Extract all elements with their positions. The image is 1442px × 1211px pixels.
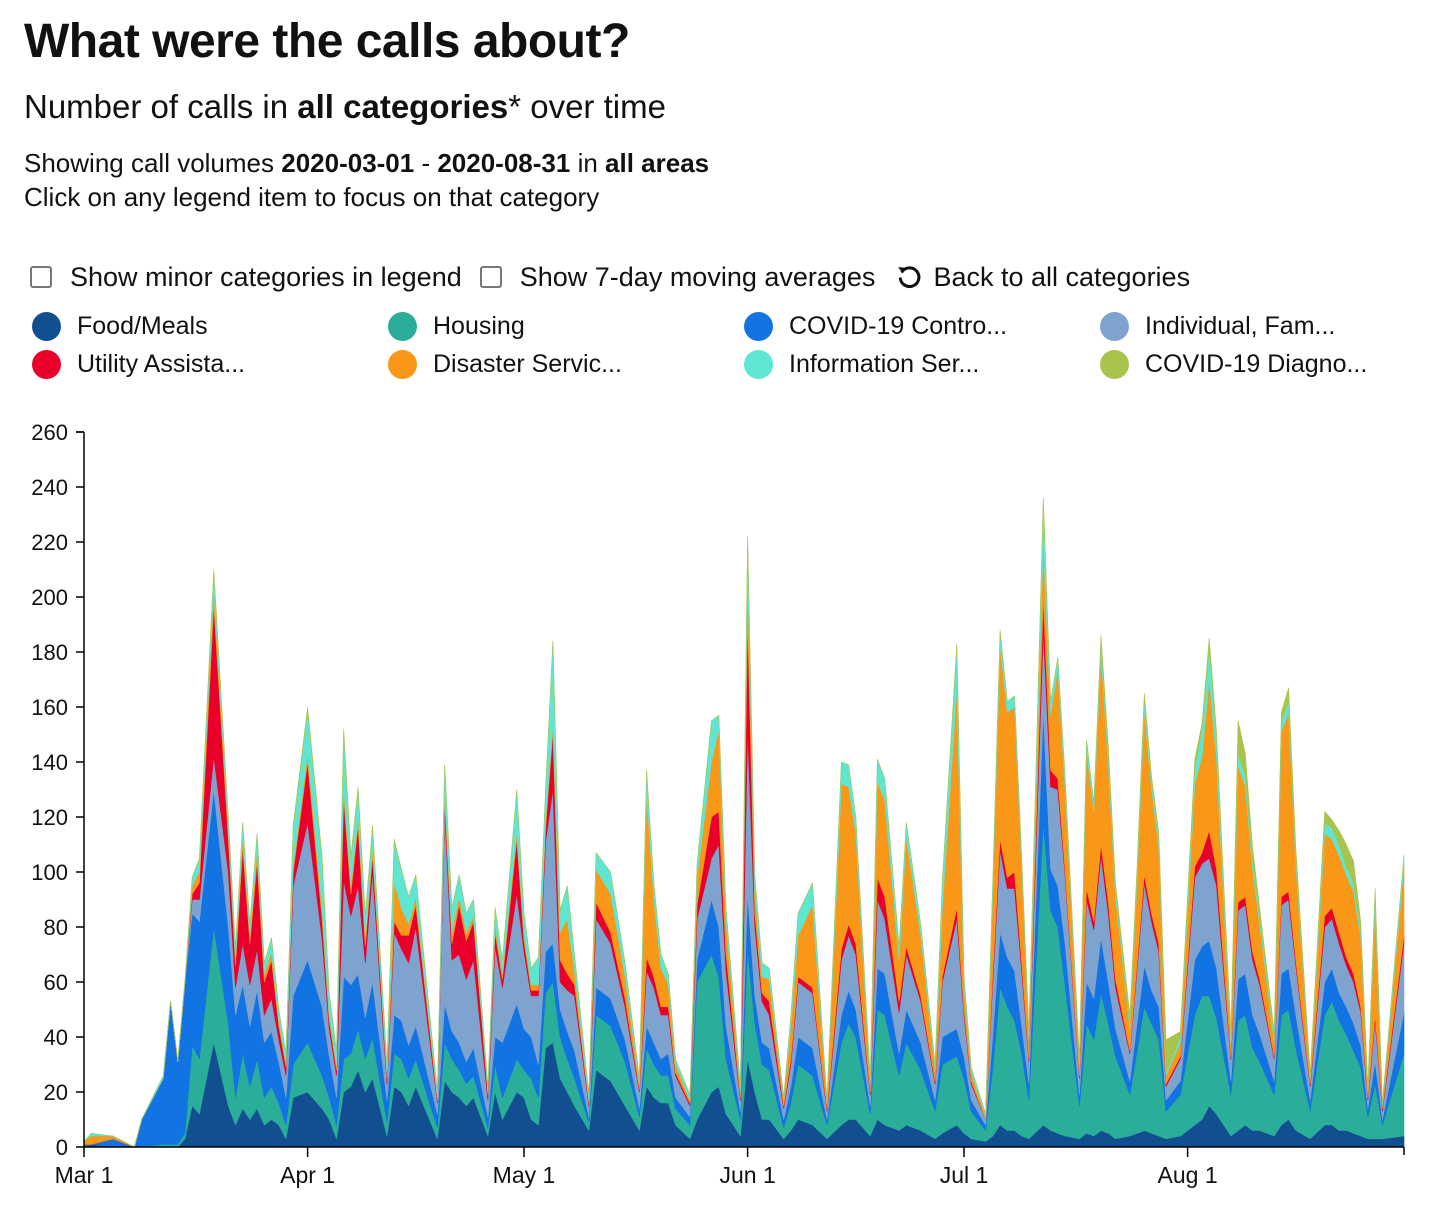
y-tick-label: 80 [44, 915, 68, 940]
minor-categories-toggle[interactable]: Show minor categories in legend [30, 262, 462, 293]
chart-title: What were the calls about? [24, 15, 630, 68]
legend-item[interactable]: COVID-19 Diagno... [1100, 350, 1367, 379]
legend-item[interactable]: Individual, Fam... [1100, 312, 1335, 341]
x-tick-label: Aug 1 [1158, 1162, 1218, 1188]
legend-label: COVID-19 Diagno... [1145, 350, 1368, 378]
range-area: all areas [605, 148, 710, 178]
range-start: 2020-03-01 [281, 148, 415, 178]
legend-label: Food/Meals [77, 312, 208, 340]
legend-item[interactable]: Information Ser... [744, 350, 979, 379]
legend-swatch [744, 312, 773, 341]
moving-average-toggle[interactable]: Show 7-day moving averages [479, 261, 876, 293]
x-tick-label: Apr 1 [280, 1162, 335, 1188]
legend-item[interactable]: COVID-19 Contro... [744, 312, 1007, 341]
x-tick-label: Mar 1 [55, 1162, 114, 1188]
y-tick-label: 260 [31, 420, 68, 445]
y-tick-label: 0 [56, 1135, 68, 1160]
legend-swatch [388, 312, 417, 341]
y-tick-label: 100 [31, 860, 68, 885]
chart-subtitle: Number of calls in all categories* over … [24, 88, 666, 126]
minor-categories-label: Show minor categories in legend [70, 261, 462, 292]
subtitle-prefix: Number of calls in [24, 88, 298, 125]
legend-label: Disaster Servic... [433, 350, 622, 378]
legend-item[interactable]: Food/Meals [32, 312, 208, 341]
y-tick-label: 20 [44, 1080, 68, 1105]
x-tick-label: Jul 1 [940, 1162, 989, 1188]
area-covid-diagnostic[interactable] [83, 497, 1405, 1148]
legend-swatch [32, 350, 61, 379]
legend-hint: Click on any legend item to focus on tha… [24, 182, 600, 212]
axes: 0 20 40 60 80 100 120 140 160 180 200 220 240 260 Mar … [31, 420, 1405, 1188]
legend-label: Individual, Fam... [1145, 312, 1336, 340]
chart-controls: Show minor categories in legend Show 7-d… [30, 259, 1208, 295]
legend-swatch [1100, 312, 1129, 341]
range-in: in [570, 148, 606, 178]
x-tick-label: May 1 [493, 1162, 556, 1188]
legend-label: COVID-19 Contro... [789, 312, 1008, 340]
minor-categories-checkbox[interactable] [30, 266, 52, 288]
y-tick-label: 60 [44, 970, 68, 995]
y-tick-label: 240 [31, 475, 68, 500]
legend-item[interactable]: Disaster Servic... [388, 350, 622, 379]
moving-average-checkbox[interactable] [479, 266, 502, 288]
subtitle-category: all categories [297, 88, 509, 125]
y-tick-label: 200 [31, 585, 68, 610]
y-tick-label: 160 [31, 695, 68, 720]
legend-item[interactable]: Housing [388, 312, 525, 341]
legend-swatch [388, 350, 417, 379]
moving-average-label: Show 7-day moving averages [519, 261, 876, 292]
legend-label: Information Ser... [789, 350, 980, 378]
legend-label: Utility Assista... [77, 350, 246, 378]
x-tick-label: Jun 1 [719, 1162, 775, 1188]
range-separator: - [414, 148, 438, 178]
y-tick-label: 40 [44, 1025, 68, 1050]
date-range-line: Showing call volumes 2020-03-01 - 2020-0… [24, 146, 709, 180]
back-to-all-label: Back to all categories [933, 261, 1191, 292]
range-prefix: Showing call volumes [24, 148, 282, 178]
legend-swatch [744, 350, 773, 379]
subtitle-suffix: * over time [508, 88, 666, 125]
legend-item[interactable]: Utility Assista... [32, 350, 245, 379]
legend-label: Housing [433, 312, 525, 340]
area-layers [83, 497, 1405, 1148]
y-tick-label: 120 [31, 805, 68, 830]
y-tick-label: 220 [31, 530, 68, 555]
legend-swatch [32, 312, 61, 341]
stacked-area-chart: 0 20 40 60 80 100 120 140 160 180 200 220 240 260 Mar … [31, 420, 1405, 1188]
legend-swatch [1100, 350, 1129, 379]
y-tick-label: 180 [31, 640, 68, 665]
chart-info: Showing call volumes 2020-03-01 - 2020-0… [24, 146, 709, 214]
range-end: 2020-08-31 [437, 148, 571, 178]
rotate-ccw-icon [898, 266, 921, 289]
y-tick-label: 140 [31, 750, 68, 775]
back-to-all-button[interactable]: Back to all categories [893, 262, 1190, 293]
